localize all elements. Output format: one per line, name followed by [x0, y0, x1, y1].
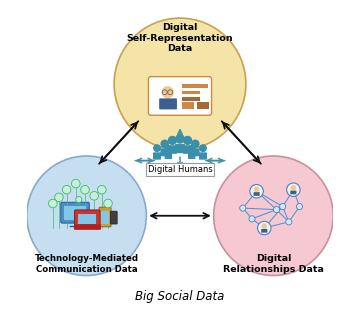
FancyBboxPatch shape [253, 192, 260, 196]
Text: Big Social Data: Big Social Data [135, 290, 225, 304]
FancyBboxPatch shape [175, 144, 185, 153]
Circle shape [183, 136, 192, 145]
Circle shape [254, 187, 259, 192]
FancyBboxPatch shape [165, 152, 172, 159]
Circle shape [191, 139, 199, 148]
Circle shape [274, 207, 280, 213]
Bar [197, 102, 209, 109]
Circle shape [165, 145, 172, 152]
FancyBboxPatch shape [199, 152, 207, 160]
Circle shape [296, 203, 302, 210]
Bar [181, 102, 194, 109]
FancyBboxPatch shape [290, 191, 296, 194]
FancyBboxPatch shape [153, 152, 161, 160]
FancyBboxPatch shape [261, 229, 267, 233]
Circle shape [168, 136, 177, 145]
Circle shape [286, 219, 292, 225]
Circle shape [98, 185, 106, 194]
Circle shape [72, 179, 80, 188]
Circle shape [291, 185, 296, 191]
Bar [181, 84, 208, 88]
Bar [64, 206, 86, 220]
FancyBboxPatch shape [188, 152, 195, 159]
Circle shape [162, 86, 174, 98]
Circle shape [104, 199, 112, 208]
Circle shape [250, 184, 264, 198]
Circle shape [257, 221, 271, 235]
Text: Digital Humans: Digital Humans [148, 165, 212, 174]
FancyBboxPatch shape [159, 98, 177, 110]
Circle shape [161, 139, 169, 148]
Bar [181, 97, 200, 101]
Circle shape [249, 216, 255, 222]
Circle shape [81, 185, 89, 194]
Text: Digital
Relationships Data: Digital Relationships Data [223, 254, 324, 274]
Circle shape [153, 144, 161, 152]
FancyBboxPatch shape [61, 202, 89, 223]
FancyBboxPatch shape [168, 145, 177, 154]
FancyBboxPatch shape [111, 211, 117, 224]
FancyBboxPatch shape [148, 77, 212, 115]
Circle shape [214, 156, 333, 275]
Circle shape [261, 223, 267, 229]
Circle shape [90, 192, 99, 200]
FancyBboxPatch shape [75, 210, 100, 228]
Bar [78, 214, 96, 224]
FancyBboxPatch shape [183, 145, 192, 154]
FancyBboxPatch shape [161, 148, 169, 156]
Circle shape [188, 145, 195, 152]
Bar [101, 211, 109, 224]
FancyBboxPatch shape [99, 207, 111, 227]
Circle shape [199, 144, 207, 152]
Text: Digital
Self-Representation
Data: Digital Self-Representation Data [127, 23, 233, 53]
Circle shape [287, 183, 300, 197]
Text: Technology-Mediated
Communication Data: Technology-Mediated Communication Data [35, 254, 139, 274]
Circle shape [49, 199, 57, 208]
Circle shape [240, 205, 246, 211]
FancyBboxPatch shape [74, 224, 101, 230]
Circle shape [27, 156, 146, 275]
FancyBboxPatch shape [191, 148, 199, 156]
Bar [181, 91, 200, 95]
Circle shape [280, 203, 286, 210]
Circle shape [114, 18, 246, 150]
Circle shape [76, 197, 82, 202]
Circle shape [175, 134, 185, 144]
Circle shape [62, 185, 71, 194]
Circle shape [55, 193, 63, 202]
